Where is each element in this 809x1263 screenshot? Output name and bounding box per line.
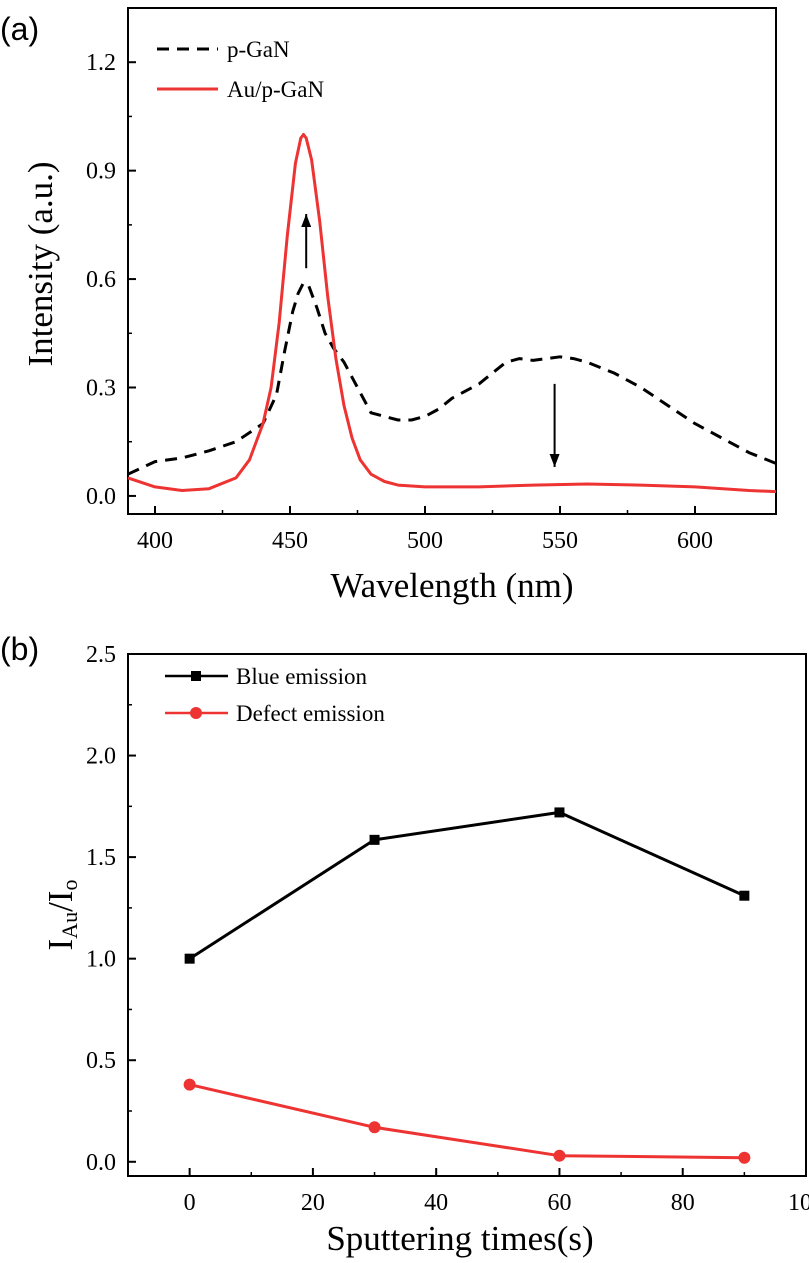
legend-a: p-GaN Au/p-GaN: [157, 37, 324, 102]
legend-label-au-pgan: Au/p-GaN: [227, 77, 324, 102]
y-axis-title-b-sub: Au: [57, 912, 82, 939]
data-point-circle: [183, 1078, 196, 1091]
y-axis-title-b-main: I: [41, 939, 80, 951]
y-tick-label: 0.9: [86, 159, 116, 185]
arrow-up-head: [301, 214, 312, 228]
legend-label-pgan: p-GaN: [227, 37, 290, 62]
panel-a: (a) 400 450 500 550 600 0.0 0.3 0.6 0.9 1.2 Wave…: [0, 7, 777, 605]
plot-frame-b: [127, 653, 807, 1177]
y-axis-title-b-rest: /I: [41, 891, 80, 912]
panel-b-label: (b): [0, 631, 39, 667]
y-tick-labels-b: 0.0 0.5 1.0 1.5 2.0 2.5: [86, 642, 116, 1176]
series-line-1: [188, 810, 746, 960]
legend-marker-defect: [190, 707, 202, 719]
series-line-2: [127, 133, 777, 494]
x-tick-label: 500: [407, 528, 443, 554]
y-axis-title-a: Intensity (a.u.): [21, 161, 60, 366]
legend-label-defect: Defect emission: [236, 701, 385, 726]
x-tick-label: 400: [137, 528, 173, 554]
x-tick-label: 450: [272, 528, 308, 554]
legend-b: Blue emission Defect emission: [165, 664, 385, 726]
y-tick-label: 0.5: [86, 1048, 116, 1074]
annotations-a: [301, 214, 560, 468]
x-tick-label: 20: [301, 1190, 325, 1216]
data-point-circle: [553, 1149, 566, 1162]
x-tick-label: 600: [677, 528, 713, 554]
y-tick-label: 1.0: [86, 947, 116, 973]
legend-label-blue: Blue emission: [236, 664, 367, 689]
y-tick-label: 1.5: [86, 845, 116, 871]
series-line-1: [127, 281, 777, 476]
x-axis-title-b: Sputtering times(s): [326, 1219, 593, 1258]
legend-marker-blue: [191, 671, 201, 681]
panel-a-label: (a): [0, 11, 39, 47]
data-point-square: [369, 834, 380, 845]
data-point-circle: [368, 1121, 381, 1134]
x-tick-label: 100: [788, 1190, 809, 1216]
tick-marks-a: [128, 61, 696, 514]
series-group-b: [183, 807, 751, 1164]
series-group-a: [127, 133, 777, 494]
x-tick-label: 550: [542, 528, 578, 554]
data-point-square: [554, 807, 565, 818]
x-tick-labels-b: 0 20 40 60 80 100: [184, 1190, 809, 1216]
y-axis-title-b: IAu/Io: [41, 880, 82, 951]
series-line-2: [189, 1083, 745, 1160]
y-tick-labels-a: 0.0 0.3 0.6 0.9 1.2: [86, 50, 116, 510]
y-tick-label: 0.6: [86, 267, 116, 293]
x-tick-label: 60: [547, 1190, 571, 1216]
y-axis-title-b-sub2: o: [57, 880, 82, 891]
data-point-circle: [738, 1151, 751, 1164]
x-tick-label: 80: [671, 1190, 695, 1216]
arrow-down-head: [549, 454, 560, 468]
y-tick-label: 2.5: [86, 642, 116, 668]
x-axis-title-a: Wavelength (nm): [330, 566, 573, 605]
x-tick-labels-a: 400 450 500 550 600: [137, 528, 713, 554]
y-tick-label: 0.0: [86, 484, 116, 510]
data-point-square: [739, 890, 750, 901]
y-tick-label: 2.0: [86, 744, 116, 770]
data-point-square: [184, 953, 195, 964]
plot-frame-a: [127, 7, 777, 515]
x-tick-label: 0: [184, 1190, 196, 1216]
tick-marks-b: [128, 653, 807, 1176]
y-tick-label: 1.2: [86, 50, 116, 76]
x-tick-label: 40: [424, 1190, 448, 1216]
y-tick-label: 0.3: [86, 376, 116, 402]
y-tick-label: 0.0: [86, 1150, 116, 1176]
panel-b: (b) 0 20 40 60 80 100 0.0 0.5 1.0 1.5 2.0 2.5 Sput…: [0, 631, 809, 1258]
